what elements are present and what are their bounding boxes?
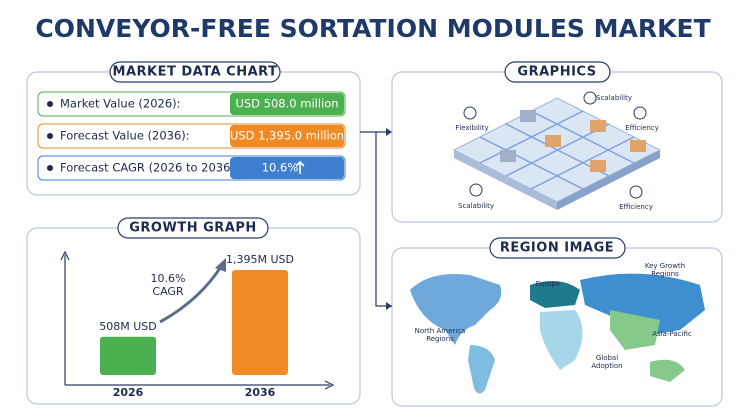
row-badge bbox=[230, 157, 344, 179]
graphic-label: Efficiency bbox=[619, 203, 653, 211]
row-value: 10.6% bbox=[262, 161, 299, 175]
row-dot bbox=[47, 165, 53, 171]
growth-panel bbox=[26, 227, 361, 405]
warehouse-illustration bbox=[452, 91, 662, 210]
x-tick-label: 2026 bbox=[113, 386, 144, 399]
graphic-label: Scalability bbox=[458, 202, 494, 210]
pill bbox=[504, 61, 611, 83]
bar-value-label: 508M USD bbox=[99, 320, 157, 333]
page-title: CONVEYOR-FREE SORTATION MODULES MARKET bbox=[35, 14, 710, 43]
bar-value-label: 1,395M USD bbox=[226, 253, 294, 266]
axis bbox=[60, 250, 335, 390]
row-badge bbox=[230, 93, 344, 115]
annotation: CAGR bbox=[152, 285, 184, 298]
region-label: Adoption bbox=[591, 362, 622, 370]
trend-arrowhead bbox=[215, 258, 226, 272]
up-arrow bbox=[295, 160, 305, 174]
row-value: USD 508.0 million bbox=[235, 97, 338, 111]
row-dot bbox=[47, 101, 53, 107]
connector bbox=[360, 131, 392, 307]
x-tick-label: 2036 bbox=[245, 386, 276, 399]
bars: 508M USD 2026 1,395M USD 2036 bbox=[99, 253, 294, 399]
row-dot bbox=[47, 133, 53, 139]
region-label: North America bbox=[415, 327, 466, 335]
graphics-title: GRAPHICS bbox=[517, 65, 596, 80]
trend-arrow bbox=[159, 264, 224, 324]
pill bbox=[489, 237, 626, 259]
row-badge bbox=[230, 125, 344, 147]
region-label: Regions bbox=[651, 270, 679, 278]
graphic-label: Flexibility bbox=[455, 124, 488, 132]
pill bbox=[109, 61, 281, 83]
growth-title: GROWTH GRAPH bbox=[129, 221, 257, 236]
graphic-label: Scalability bbox=[596, 94, 632, 102]
bar bbox=[100, 336, 156, 375]
region-label: Asia-Pacific bbox=[652, 330, 692, 338]
bar bbox=[232, 270, 288, 375]
region-label: Europe bbox=[536, 280, 561, 288]
market-title: MARKET DATA CHART bbox=[113, 65, 278, 80]
arrowheads bbox=[386, 128, 392, 310]
region-label: Global bbox=[596, 354, 618, 362]
region-label: Regions bbox=[426, 335, 454, 343]
market-rows: Market Value (2026): USD 508.0 million For… bbox=[37, 91, 346, 181]
region-label: Key Growth bbox=[645, 262, 685, 270]
graphic-label: Efficiency bbox=[625, 124, 659, 132]
pill bbox=[117, 217, 269, 239]
world-map bbox=[410, 273, 705, 394]
region-title: REGION IMAGE bbox=[500, 241, 614, 256]
annotation: 10.6% bbox=[151, 272, 186, 285]
row-label: Forecast Value (2036): bbox=[60, 129, 190, 143]
row-label: Forecast CAGR (2026 to 2036): bbox=[60, 161, 239, 175]
row-value: USD 1,395.0 million bbox=[230, 129, 344, 143]
row-label: Market Value (2026): bbox=[60, 97, 181, 111]
